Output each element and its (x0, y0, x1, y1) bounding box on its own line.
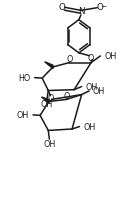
Polygon shape (45, 62, 53, 69)
Text: −: − (100, 4, 106, 9)
Text: O: O (88, 54, 94, 63)
Text: OH: OH (85, 82, 98, 91)
Text: O: O (64, 92, 70, 101)
Text: HO: HO (19, 74, 31, 83)
Text: OH: OH (93, 87, 105, 96)
Text: O: O (58, 3, 65, 12)
Text: N: N (78, 7, 84, 16)
Text: OH: OH (104, 51, 116, 60)
Text: OH: OH (44, 139, 56, 148)
Text: O: O (97, 3, 104, 12)
Text: OH: OH (40, 100, 52, 109)
Text: OH: OH (83, 122, 96, 131)
Text: OH: OH (17, 111, 29, 120)
Text: O: O (67, 55, 73, 64)
Text: O: O (48, 94, 54, 103)
Polygon shape (41, 97, 49, 104)
